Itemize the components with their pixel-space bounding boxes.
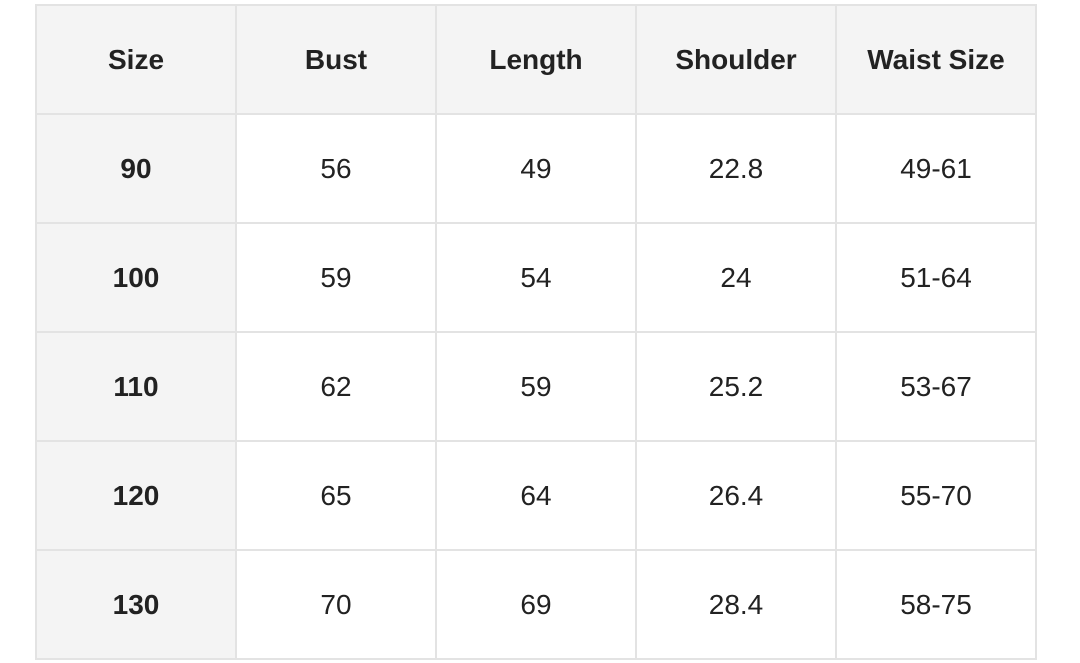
cell-bust: 65	[235, 440, 437, 551]
header-waist-size: Waist Size	[835, 4, 1037, 115]
cell-bust: 62	[235, 331, 437, 442]
cell-length: 64	[435, 440, 637, 551]
cell-size: 100	[35, 222, 237, 333]
cell-shoulder: 22.8	[635, 113, 837, 224]
header-row: Size Bust Length Shoulder Waist Size	[35, 4, 1037, 115]
cell-bust: 56	[235, 113, 437, 224]
header-size: Size	[35, 4, 237, 115]
cell-size: 130	[35, 549, 237, 660]
size-chart-table: Size Bust Length Shoulder Waist Size 90 5…	[35, 4, 1037, 660]
cell-waist-size: 51-64	[835, 222, 1037, 333]
table-row: 110 62 59 25.2 53-67	[35, 331, 1037, 442]
cell-size: 110	[35, 331, 237, 442]
cell-length: 54	[435, 222, 637, 333]
header-length: Length	[435, 4, 637, 115]
cell-shoulder: 26.4	[635, 440, 837, 551]
header-bust: Bust	[235, 4, 437, 115]
header-shoulder: Shoulder	[635, 4, 837, 115]
cell-bust: 59	[235, 222, 437, 333]
cell-waist-size: 58-75	[835, 549, 1037, 660]
table-row: 120 65 64 26.4 55-70	[35, 440, 1037, 551]
cell-shoulder: 24	[635, 222, 837, 333]
cell-size: 120	[35, 440, 237, 551]
cell-shoulder: 28.4	[635, 549, 837, 660]
table-row: 130 70 69 28.4 58-75	[35, 549, 1037, 660]
cell-waist-size: 55-70	[835, 440, 1037, 551]
cell-waist-size: 49-61	[835, 113, 1037, 224]
table-row: 100 59 54 24 51-64	[35, 222, 1037, 333]
table-row: 90 56 49 22.8 49-61	[35, 113, 1037, 224]
cell-length: 59	[435, 331, 637, 442]
cell-waist-size: 53-67	[835, 331, 1037, 442]
cell-size: 90	[35, 113, 237, 224]
cell-bust: 70	[235, 549, 437, 660]
cell-length: 49	[435, 113, 637, 224]
cell-length: 69	[435, 549, 637, 660]
cell-shoulder: 25.2	[635, 331, 837, 442]
